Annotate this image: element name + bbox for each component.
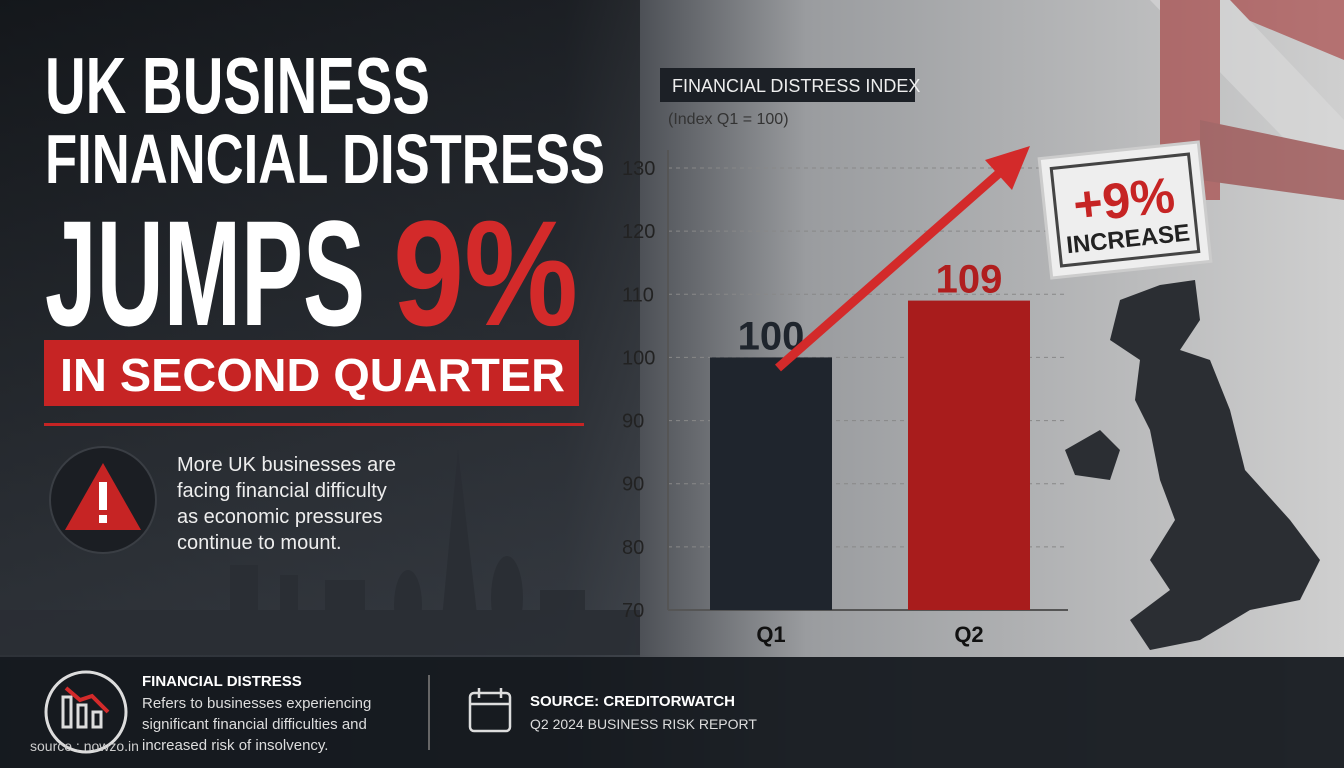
uk-map <box>1065 430 1120 480</box>
trend-arrow <box>775 164 1008 372</box>
y-tick-label: 70 <box>622 600 644 622</box>
alert-icon <box>99 515 107 523</box>
y-tick-label: 90 <box>622 474 644 496</box>
footer-definition: Refers to businesses experiencing <box>142 695 371 712</box>
headline: FINANCIAL DISTRESS <box>45 120 605 198</box>
alert-icon <box>99 482 107 510</box>
footer-definition: significant financial difficulties and <box>142 716 367 733</box>
headline: UK BUSINESS <box>45 41 430 130</box>
headline: JUMPS <box>45 189 365 357</box>
y-tick-label: 110 <box>622 284 654 306</box>
alert-text: as economic pressures <box>177 506 383 528</box>
stamp-box <box>1037 140 1213 280</box>
footer-definition: increased risk of insolvency. <box>142 737 328 754</box>
bar <box>710 357 832 610</box>
value-label: 109 <box>936 258 1003 302</box>
flag-decoration <box>1000 0 1344 200</box>
y-tick-label: 100 <box>622 347 655 369</box>
y-tick-label: 90 <box>622 411 644 433</box>
x-tick-label: Q1 <box>756 622 785 647</box>
headline-highlight: 9% <box>393 189 578 357</box>
footer <box>0 657 1344 768</box>
alert-text: facing financial difficulty <box>177 480 387 502</box>
banner <box>44 340 579 406</box>
skyline <box>0 450 640 655</box>
footer-icon <box>64 686 110 714</box>
banner-text: IN SECOND QUARTER <box>60 349 565 401</box>
x-tick-label: Q2 <box>954 622 983 647</box>
stamp: +9% INCREASE <box>1037 140 1213 280</box>
y-tick-label: 120 <box>622 221 655 243</box>
footer-icon <box>61 695 103 729</box>
bar <box>908 300 1030 610</box>
footer-report: Q2 2024 BUSINESS RISK REPORT <box>530 716 757 732</box>
alert-text: More UK businesses are <box>177 454 396 476</box>
chart-title-box <box>660 68 915 102</box>
stamp-border <box>1049 152 1201 268</box>
calendar-icon <box>468 688 512 733</box>
credit: source : nowzo.in <box>30 738 139 754</box>
trend-arrow <box>985 146 1030 190</box>
stamp-value: +9% <box>1071 167 1178 233</box>
chart-subtitle: (Index Q1 = 100) <box>668 111 789 128</box>
y-tick-label: 130 <box>622 158 655 180</box>
footer-icon <box>44 670 128 754</box>
chart-title: FINANCIAL DISTRESS INDEX <box>672 76 920 96</box>
footer-term: FINANCIAL DISTRESS <box>142 673 302 690</box>
footer-source: SOURCE: CREDITORWATCH <box>530 693 735 710</box>
y-tick-label: 80 <box>622 537 644 559</box>
uk-map <box>1110 280 1320 650</box>
alert-text: continue to mount. <box>177 532 342 554</box>
divider <box>44 423 584 426</box>
